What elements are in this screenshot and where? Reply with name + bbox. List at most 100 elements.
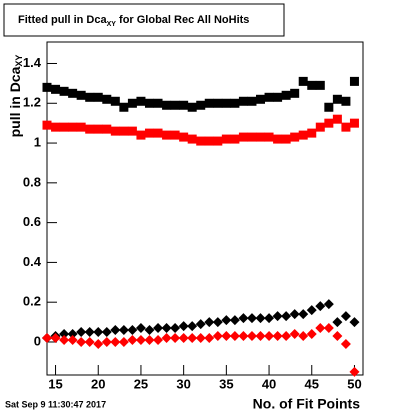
point [110, 96, 120, 106]
point [76, 122, 86, 132]
point [332, 94, 342, 104]
point [230, 134, 240, 144]
y-tick-label: 0.2 [23, 294, 41, 309]
x-tick-label: 45 [305, 376, 319, 391]
point [289, 309, 300, 320]
point [212, 317, 223, 328]
point [323, 299, 334, 310]
point [51, 122, 61, 132]
point [281, 311, 292, 322]
point [144, 334, 155, 345]
point [42, 120, 52, 130]
point [229, 331, 240, 342]
point [153, 98, 163, 108]
x-tick-label: 25 [134, 376, 148, 391]
point [68, 88, 78, 98]
point [42, 82, 52, 92]
point [93, 338, 104, 349]
point [340, 311, 351, 322]
point [238, 331, 249, 342]
point [238, 313, 249, 324]
point [306, 329, 317, 340]
point [59, 329, 70, 340]
point [264, 92, 274, 102]
point [221, 134, 231, 144]
point [118, 336, 129, 347]
point [93, 124, 103, 134]
point [289, 329, 300, 340]
point [135, 323, 146, 334]
point [307, 80, 317, 90]
point [59, 86, 69, 96]
point [204, 317, 215, 328]
point [349, 76, 359, 86]
point [212, 331, 223, 342]
point [195, 333, 206, 343]
point [315, 323, 326, 334]
point [341, 96, 351, 106]
x-tick-label: 35 [219, 376, 233, 391]
point [119, 126, 129, 136]
point [315, 122, 325, 132]
point [187, 333, 198, 343]
point [119, 102, 129, 112]
x-tick-label: 50 [347, 376, 361, 391]
point [281, 134, 291, 144]
point [110, 126, 120, 136]
point [153, 128, 163, 138]
point [161, 333, 172, 343]
point [85, 124, 95, 134]
point [170, 323, 181, 334]
point [298, 309, 309, 320]
chart-title: Fitted pull in DcaXY for Global Rec All … [18, 14, 249, 28]
point [84, 327, 95, 338]
point [238, 132, 248, 142]
point [272, 311, 283, 322]
point [102, 94, 112, 104]
point [127, 325, 138, 336]
point [162, 130, 172, 140]
y-tick-label: 0.6 [23, 214, 41, 229]
point [110, 336, 121, 347]
point [230, 98, 240, 108]
point [213, 98, 223, 108]
point [196, 136, 206, 146]
point [349, 118, 359, 128]
point [51, 84, 61, 94]
point [247, 96, 257, 106]
point [323, 323, 334, 334]
point [135, 334, 146, 345]
x-tick-label: 40 [262, 376, 276, 391]
point [306, 305, 317, 316]
point [67, 329, 78, 340]
point [127, 334, 138, 345]
point [255, 331, 266, 342]
point [170, 100, 180, 110]
point [238, 96, 248, 106]
point [101, 336, 112, 347]
point [332, 317, 343, 328]
point [315, 80, 325, 90]
point [195, 319, 206, 330]
point [281, 90, 291, 100]
timestamp: Sat Sep 9 11:30:47 2017 [5, 399, 106, 409]
x-tick-label: 15 [48, 376, 62, 391]
point [272, 331, 283, 342]
point [196, 100, 206, 110]
point [102, 124, 112, 134]
point [84, 336, 95, 347]
point [68, 122, 78, 132]
point [256, 94, 266, 104]
y-tick-label: 0.8 [23, 174, 41, 189]
point [136, 96, 146, 106]
point [273, 134, 283, 144]
point [76, 90, 86, 100]
point [246, 313, 257, 324]
point [178, 333, 189, 343]
y-tick-label: 1.4 [23, 55, 42, 70]
point [153, 323, 164, 334]
point [42, 333, 52, 343]
point [307, 128, 317, 138]
point [179, 100, 189, 110]
